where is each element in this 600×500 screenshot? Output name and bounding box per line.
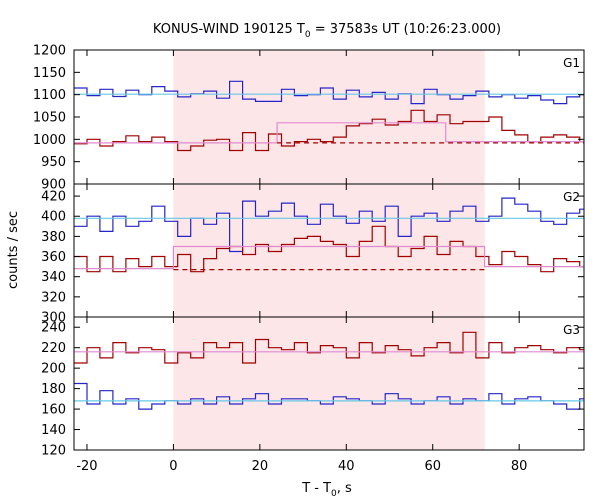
y-tick-label: 1000	[33, 133, 66, 148]
x-axis-label-unit: , s	[337, 481, 352, 496]
panel-label: G1	[563, 56, 580, 70]
y-tick-label: 340	[41, 270, 66, 285]
y-tick-label: 950	[41, 155, 66, 170]
x-tick-label: 20	[252, 459, 269, 474]
y-axis-label: counts / sec	[6, 211, 21, 289]
y-tick-label: 380	[41, 230, 66, 245]
series-pink-steps-4	[74, 122, 584, 144]
panel-frame	[73, 316, 585, 451]
x-axis-label-main: T - T	[301, 481, 331, 496]
y-tick-label: 200	[41, 362, 66, 377]
y-tick-label: 300	[41, 311, 66, 326]
plot-area: 90095010001050110011501200G1300320340360…	[33, 44, 585, 474]
series-red-2	[74, 331, 584, 364]
chart-title-main: KONUS-WIND 190125 T	[153, 22, 305, 37]
x-tick-label: 0	[169, 459, 177, 474]
x-tick-label: 80	[511, 459, 528, 474]
panel-g1: 900 950 1000 1050 1100 1150 1200 G1	[33, 44, 585, 193]
y-tick-label: 400	[41, 210, 66, 225]
x-axis-label: T - T0, s	[301, 481, 352, 499]
chart-title-rest: = 37583s UT (10:26:23.000)	[311, 22, 501, 37]
y-tick-label: 220	[41, 341, 66, 356]
series-pink-steps-4	[74, 245, 584, 270]
x-tick-label: -20	[76, 459, 97, 474]
y-tick-label: 140	[41, 423, 66, 438]
panel-series	[74, 197, 584, 273]
y-tick-label: 240	[41, 321, 66, 336]
series-blue-1	[74, 197, 584, 253]
panel-g3: 120 140 160 180 200 220 240 G3	[41, 316, 585, 459]
y-tick-label: 1150	[33, 66, 66, 81]
panel-series	[74, 331, 584, 410]
y-tick-label: 900	[41, 178, 66, 193]
panel-label: G3	[563, 323, 580, 337]
x-axis-label-subscript: 0	[331, 489, 337, 499]
chart-title: KONUS-WIND 190125 T0 = 37583s UT (10:26:…	[153, 22, 501, 40]
y-tick-label: 1050	[33, 111, 66, 126]
panel-series	[74, 80, 584, 152]
chart-title-subscript: 0	[305, 30, 311, 40]
y-tick-label: 420	[41, 190, 66, 205]
y-tick-label: 1200	[33, 44, 66, 59]
y-tick-label: 320	[41, 290, 66, 305]
y-tick-label: 1100	[33, 88, 66, 103]
panel-g2: 300 320 340 360 380 400 420 G2	[41, 183, 585, 326]
y-tick-label: 360	[41, 250, 66, 265]
y-tick-label: 160	[41, 403, 66, 418]
series-red-2	[74, 225, 584, 273]
series-red-2	[74, 109, 584, 152]
x-tick-label: 40	[338, 459, 355, 474]
panel-label: G2	[563, 190, 580, 204]
y-tick-label: 120	[41, 444, 66, 459]
shaded-interval	[173, 50, 485, 450]
x-tick-label: 60	[424, 459, 441, 474]
y-tick-label: 180	[41, 382, 66, 397]
